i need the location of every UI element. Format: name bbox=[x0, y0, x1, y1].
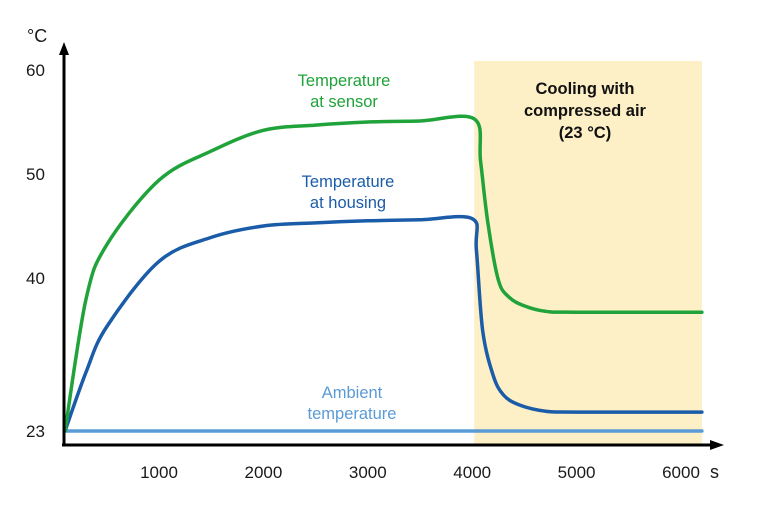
housing-temperature-label: Temperature bbox=[302, 173, 395, 191]
x-tick-label: 2000 bbox=[244, 463, 282, 482]
x-tick-label: 1000 bbox=[140, 463, 178, 482]
x-axis-arrow-icon bbox=[710, 440, 724, 450]
housing-temperature-label: at housing bbox=[310, 194, 386, 212]
x-axis-unit: s bbox=[710, 462, 719, 482]
y-tick-label: 50 bbox=[26, 165, 45, 184]
y-tick-labels: 23 40 50 60 bbox=[26, 61, 45, 441]
x-tick-labels: 1000 2000 3000 4000 5000 6000 bbox=[140, 463, 700, 482]
y-tick-label: 23 bbox=[26, 422, 45, 441]
y-tick-label: 40 bbox=[26, 269, 45, 288]
cooling-label-line: Cooling with bbox=[536, 80, 635, 98]
x-tick-label: 5000 bbox=[558, 463, 596, 482]
ambient-temperature-label: Ambient bbox=[322, 384, 383, 402]
cooling-shaded-region bbox=[474, 61, 702, 445]
cooling-label-line: (23 °C) bbox=[559, 124, 611, 142]
y-axis-unit: °C bbox=[27, 26, 47, 46]
series-labels: Temperature at sensor Temperature at housin… bbox=[298, 72, 397, 423]
sensor-temperature-label: Temperature bbox=[298, 72, 391, 90]
y-axis-arrow-icon bbox=[59, 42, 69, 55]
sensor-temperature-label: at sensor bbox=[310, 93, 378, 111]
y-tick-label: 60 bbox=[26, 61, 45, 80]
sensor-temperature-line bbox=[63, 114, 704, 433]
housing-temperature-line bbox=[63, 214, 704, 433]
ambient-temperature-label: temperature bbox=[308, 405, 397, 423]
cooling-region-label: Cooling with compressed air (23 °C) bbox=[524, 80, 647, 142]
cooling-label-line: compressed air bbox=[524, 102, 647, 120]
x-tick-label: 3000 bbox=[349, 463, 387, 482]
x-tick-label: 4000 bbox=[453, 463, 491, 482]
x-tick-label: 6000 bbox=[662, 463, 700, 482]
series-layer bbox=[63, 114, 704, 433]
